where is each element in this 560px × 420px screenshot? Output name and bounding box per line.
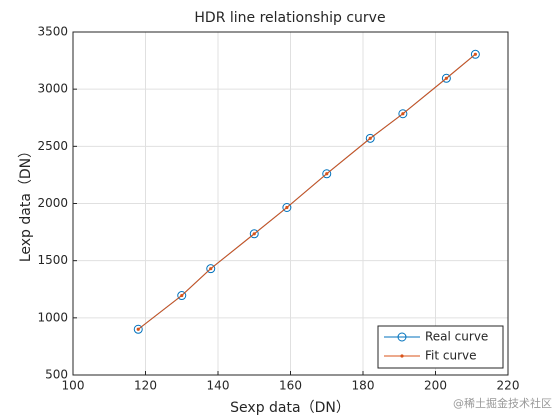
x-tick-label: 100 (62, 379, 85, 393)
y-tick-label: 1500 (37, 253, 68, 267)
data-point (252, 232, 256, 236)
y-tick-label: 500 (45, 368, 68, 382)
data-point (136, 327, 140, 331)
legend-marker (400, 354, 404, 358)
y-tick-label: 1000 (37, 310, 68, 324)
data-point (365, 133, 375, 143)
data-point (285, 205, 289, 210)
y-tick-label: 3000 (37, 82, 68, 96)
data-point (401, 112, 405, 116)
watermark: @稀土掘金技术社区 (453, 396, 552, 410)
data-point (209, 267, 213, 271)
legend-box (377, 325, 504, 369)
x-tick-label: 220 (497, 379, 520, 393)
x-tick-label: 200 (424, 379, 447, 393)
x-tick-label: 180 (352, 379, 375, 393)
data-point (177, 291, 187, 301)
x-tick-label: 140 (207, 379, 230, 393)
data-point (325, 172, 329, 176)
x-tick-label: 160 (279, 379, 302, 393)
y-tick-label: 2500 (37, 139, 68, 153)
plot-frame (72, 31, 509, 376)
data-point (473, 52, 477, 56)
data-point (133, 324, 143, 334)
data-point (282, 203, 292, 213)
data-point (206, 264, 216, 274)
data-point (470, 49, 480, 59)
y-tick-label: 3500 (37, 25, 68, 39)
data-point (322, 169, 332, 179)
data-point (249, 229, 259, 239)
series-line (137, 53, 476, 330)
data-point (368, 136, 372, 140)
chart-title: HDR line relationship curve (194, 10, 385, 26)
legend-label: Fit curve (425, 349, 477, 363)
x-tick-label: 120 (134, 379, 157, 393)
x-axis-label: Sexp data（DN） (230, 400, 350, 416)
data-point (398, 109, 408, 119)
data-point (444, 76, 448, 80)
y-axis-label: Lexp data（DN） (18, 144, 34, 262)
y-tick-label: 2000 (37, 196, 68, 210)
data-point (441, 73, 451, 83)
data-point (180, 293, 184, 298)
legend-marker (397, 332, 407, 342)
legend-label: Real curve (425, 330, 488, 344)
